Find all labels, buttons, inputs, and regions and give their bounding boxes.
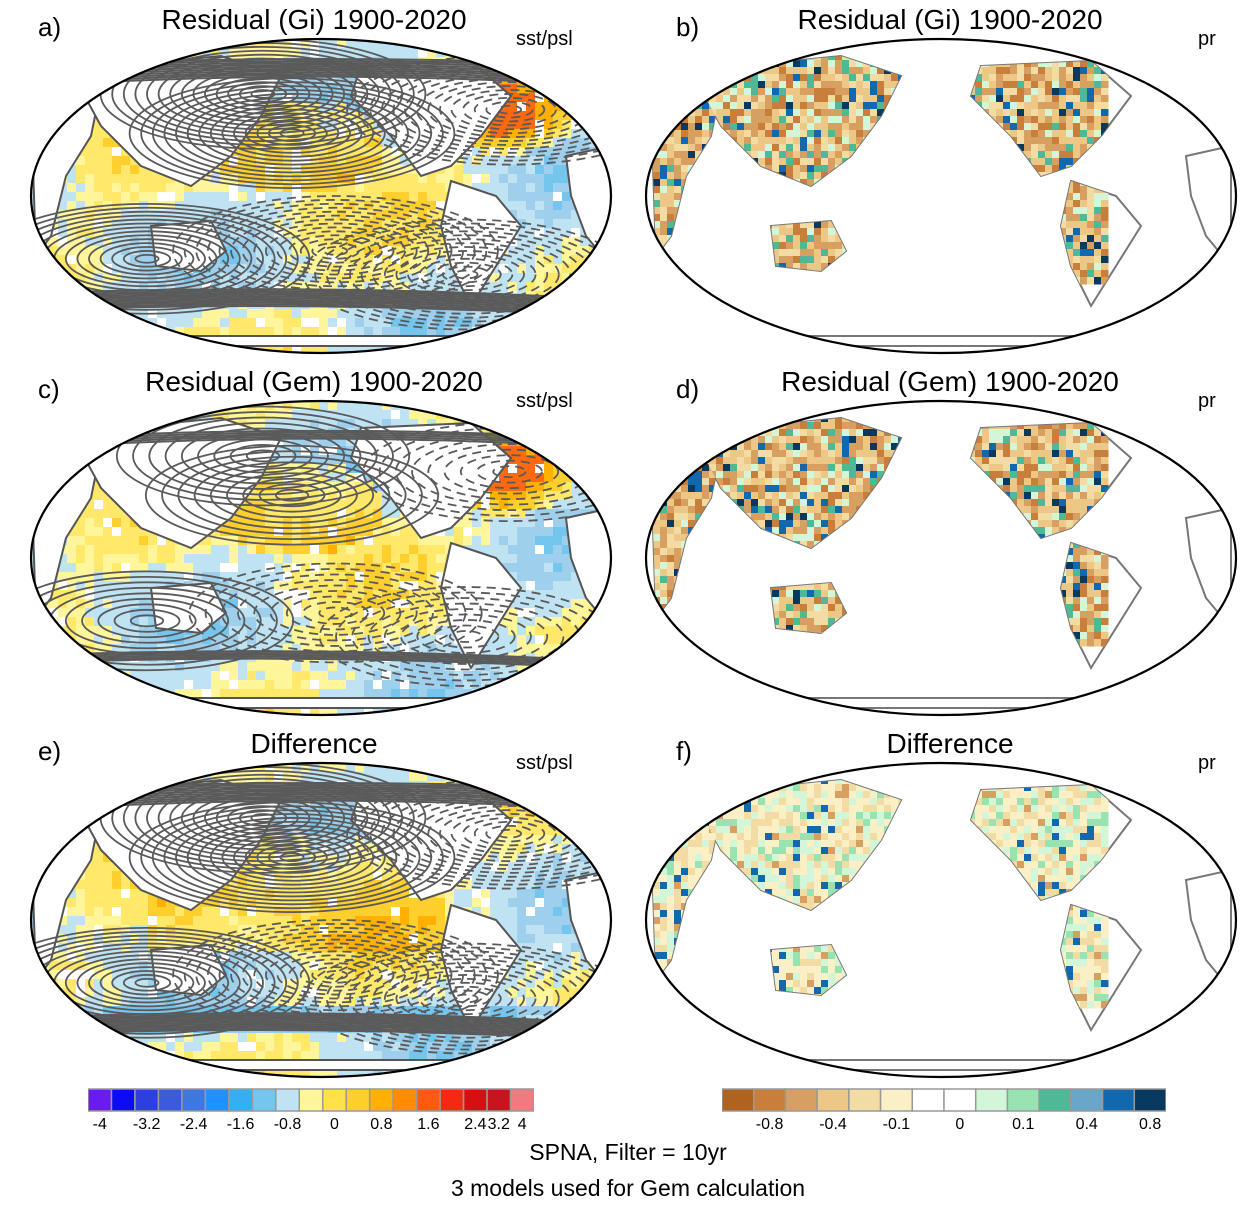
map-pr	[644, 399, 1238, 717]
map-field-sst_diff	[31, 763, 611, 1077]
colorbar-tick-label: -1.6	[227, 1116, 255, 1134]
panel-variable-label: pr	[1198, 28, 1216, 51]
panel-title: Difference	[0, 728, 628, 760]
colorbar-box	[1038, 1088, 1072, 1112]
colorbar-tick-label: 0	[955, 1116, 964, 1134]
colorbar-box	[439, 1088, 465, 1112]
footer-line-2: 3 models used for Gem calculation	[0, 1175, 1256, 1202]
colorbar-box	[275, 1088, 301, 1112]
map-border	[644, 37, 1238, 355]
colorbar-pr-boxes	[722, 1088, 1166, 1112]
map-sst-psl	[29, 37, 613, 355]
panel-variable-label: sst/psl	[516, 390, 573, 413]
colorbar-tick-label: 1.6	[417, 1116, 439, 1134]
panel-variable-label: sst/psl	[516, 28, 573, 51]
colorbar-tick-label: 3.2	[488, 1116, 510, 1134]
panel-a: a) Residual (Gi) 1900-2020 sst/psl	[0, 0, 628, 362]
colorbar-tick-label: 2.4	[464, 1116, 486, 1134]
map-sst-psl	[29, 761, 613, 1079]
panel-letter: e)	[38, 736, 61, 767]
colorbar-tick-label: 0.8	[370, 1116, 392, 1134]
colorbar-box	[943, 1088, 977, 1112]
panel-title: Residual (Gi) 1900-2020	[0, 4, 628, 36]
colorbar-box	[848, 1088, 882, 1112]
colorbar-tick-label: 0.1	[1012, 1116, 1034, 1134]
colorbar-box	[722, 1088, 755, 1112]
panel-letter: b)	[676, 12, 699, 43]
colorbar-box	[486, 1088, 512, 1112]
colorbar-box	[110, 1088, 136, 1112]
panel-f: f) Difference pr	[628, 724, 1256, 1086]
colorbar-box	[752, 1088, 787, 1112]
colorbar-box	[509, 1088, 534, 1112]
colorbar-box	[1006, 1088, 1040, 1112]
colorbar-box	[321, 1088, 347, 1112]
colorbar-box	[1133, 1088, 1166, 1112]
colorbar-tick-label: -0.4	[819, 1116, 847, 1134]
panel-variable-label: sst/psl	[516, 752, 573, 775]
colorbar-sst-labels: -4 -3.2 -2.4 -1.6 -0.8 0 0.8 1.6 2.4 3.2 4	[88, 1114, 534, 1136]
map-field-sst	[31, 39, 611, 353]
colorbar-tick-label: 4	[518, 1116, 527, 1134]
colorbar-tick-label: -2.4	[180, 1116, 208, 1134]
panel-c: c) Residual (Gem) 1900-2020 sst/psl	[0, 362, 628, 724]
panel-variable-label: pr	[1198, 390, 1216, 413]
colorbar-tick-label: -3.2	[133, 1116, 161, 1134]
colorbar-pr: -0.8 -0.4 -0.1 0 0.1 0.4 0.8	[722, 1088, 1166, 1136]
panel-title: Residual (Gem) 1900-2020	[0, 366, 628, 398]
map-sst-psl	[29, 399, 613, 717]
colorbar-box	[816, 1088, 850, 1112]
colorbar-box	[368, 1088, 394, 1112]
panel-title: Difference	[636, 728, 1256, 760]
colorbar-box	[204, 1088, 230, 1112]
panel-title: Residual (Gi) 1900-2020	[636, 4, 1256, 36]
map-border	[29, 761, 613, 1079]
colorbar-box	[415, 1088, 441, 1112]
colorbar-tick-label: -0.8	[756, 1116, 784, 1134]
colorbar-box	[157, 1088, 183, 1112]
colorbar-box	[345, 1088, 371, 1112]
map-border	[29, 399, 613, 717]
panel-e: e) Difference sst/psl	[0, 724, 628, 1086]
map-pr	[644, 761, 1238, 1079]
colorbar-box	[181, 1088, 207, 1112]
colorbar-box	[134, 1088, 160, 1112]
map-border	[29, 37, 613, 355]
map-border	[644, 399, 1238, 717]
colorbar-box	[228, 1088, 254, 1112]
footer-line-1: SPNA, Filter = 10yr	[0, 1139, 1256, 1166]
colorbar-box	[251, 1088, 277, 1112]
colorbar-box	[88, 1088, 113, 1112]
colorbar-tick-label: -0.8	[274, 1116, 302, 1134]
colorbar-pr-labels: -0.8 -0.4 -0.1 0 0.1 0.4 0.8	[722, 1114, 1166, 1136]
panel-letter: f)	[676, 736, 692, 767]
colorbar-box	[298, 1088, 324, 1112]
colorbar-tick-label: -0.1	[883, 1116, 911, 1134]
colorbar-box	[911, 1088, 945, 1112]
colorbar-tick-label: 0.4	[1076, 1116, 1098, 1134]
colorbar-tick-label: 0.8	[1139, 1116, 1161, 1134]
colorbar-box	[879, 1088, 914, 1112]
panel-letter: c)	[38, 374, 60, 405]
colorbar-box	[1070, 1088, 1104, 1112]
colorbar-box	[392, 1088, 418, 1112]
colorbar-sst: -4 -3.2 -2.4 -1.6 -0.8 0 0.8 1.6 2.4 3.2 4	[88, 1088, 534, 1136]
panel-letter: a)	[38, 12, 61, 43]
map-field-sst	[31, 401, 611, 715]
panel-b: b) Residual (Gi) 1900-2020 pr	[628, 0, 1256, 362]
colorbar-box	[1101, 1088, 1136, 1112]
map-border	[644, 761, 1238, 1079]
colorbar-box	[784, 1088, 818, 1112]
colorbar-box	[462, 1088, 488, 1112]
colorbar-sst-boxes	[88, 1088, 534, 1112]
colorbar-tick-label: -4	[93, 1116, 107, 1134]
panel-variable-label: pr	[1198, 752, 1216, 775]
colorbar-box	[974, 1088, 1009, 1112]
panel-title: Residual (Gem) 1900-2020	[636, 366, 1256, 398]
map-pr	[644, 37, 1238, 355]
panel-d: d) Residual (Gem) 1900-2020 pr	[628, 362, 1256, 724]
colorbar-tick-label: 0	[330, 1116, 339, 1134]
panel-letter: d)	[676, 374, 699, 405]
